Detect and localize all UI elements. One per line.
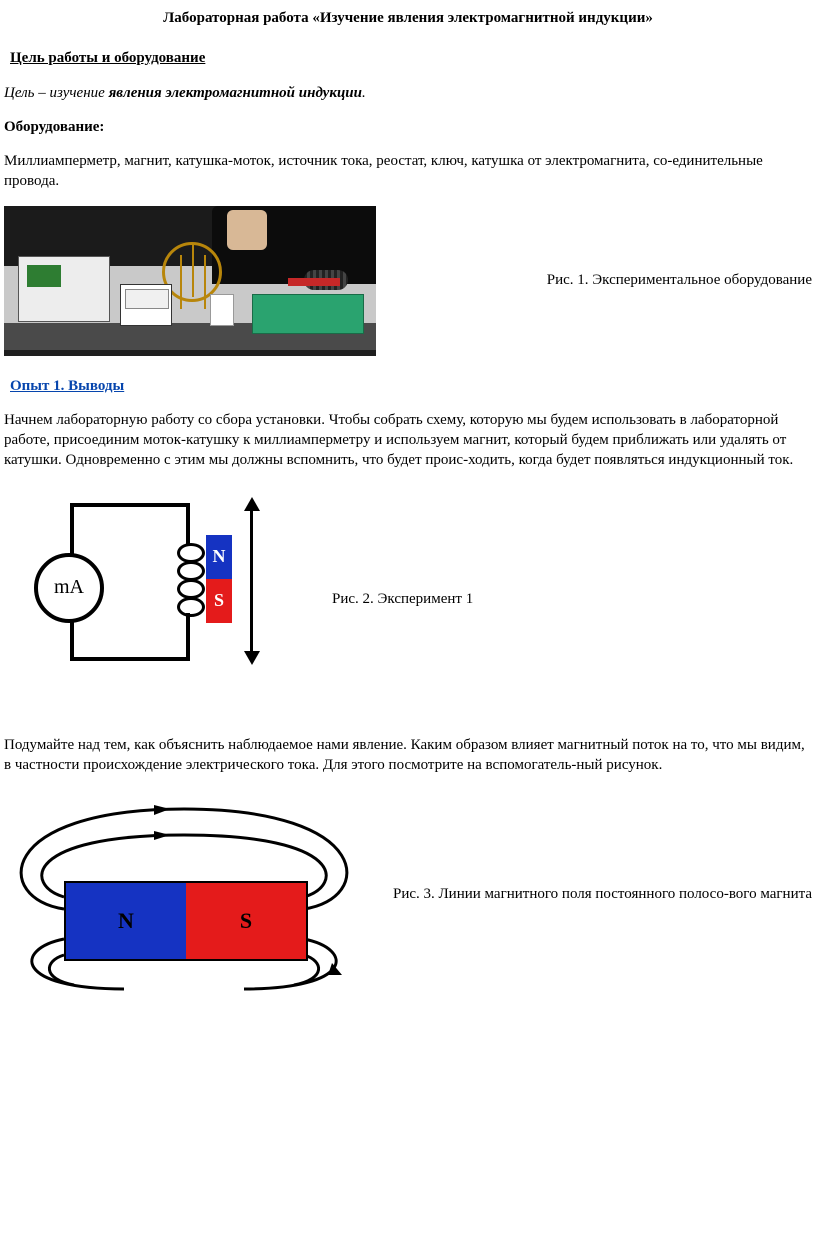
- equipment-label: Оборудование:: [4, 117, 812, 137]
- figure-3-row: N S Рис. 3. Линии магнитного поля постоя…: [4, 789, 812, 999]
- bar-magnet-horizontal: N S: [64, 881, 308, 961]
- experiment-1-paragraph: Начнем лабораторную работу со сбора уста…: [4, 410, 812, 471]
- figure-2-caption: Рис. 2. Эксперимент 1: [332, 589, 473, 609]
- page-title: Лабораторная работа «Изучение явления эл…: [4, 8, 812, 28]
- magnet-south-pole: S: [186, 883, 306, 959]
- magnet-north-pole: N: [206, 535, 232, 579]
- figure-1-row: Рис. 1. Экспериментальное оборудование: [4, 206, 812, 356]
- goal-prefix: Цель – изучение: [4, 85, 109, 101]
- magnet-north-pole: N: [66, 883, 186, 959]
- bar-magnet-vertical: N S: [206, 535, 232, 623]
- heading-goals: Цель работы и оборудование: [10, 48, 812, 68]
- figure-3-diagram: N S: [4, 789, 364, 999]
- heading-experiment-1[interactable]: Опыт 1. Выводы: [10, 376, 812, 396]
- motion-arrow-down-icon: [244, 651, 260, 665]
- figure-2-row: mA N S Рис. 2. Эксперимент 1: [4, 485, 812, 715]
- motion-arrow-line: [250, 505, 253, 655]
- milliammeter-icon: mA: [34, 553, 104, 623]
- goal-bold: явления электромагнитной индукции: [109, 85, 362, 101]
- figure-2-diagram: mA N S: [4, 485, 284, 715]
- motion-arrow-up-icon: [244, 497, 260, 511]
- goal-paragraph: Цель – изучение явления электромагнитной…: [4, 83, 812, 103]
- figure-1-photo: [4, 206, 376, 356]
- equipment-text: Миллиамперметр, магнит, катушка-моток, и…: [4, 151, 812, 192]
- goal-suffix: .: [362, 85, 366, 101]
- magnet-south-pole: S: [206, 579, 232, 623]
- figure-3-caption: Рис. 3. Линии магнитного поля постоянног…: [382, 884, 812, 904]
- think-paragraph: Подумайте над тем, как объяснить наблюда…: [4, 735, 812, 776]
- figure-1-caption: Рис. 1. Экспериментальное оборудование: [394, 270, 812, 290]
